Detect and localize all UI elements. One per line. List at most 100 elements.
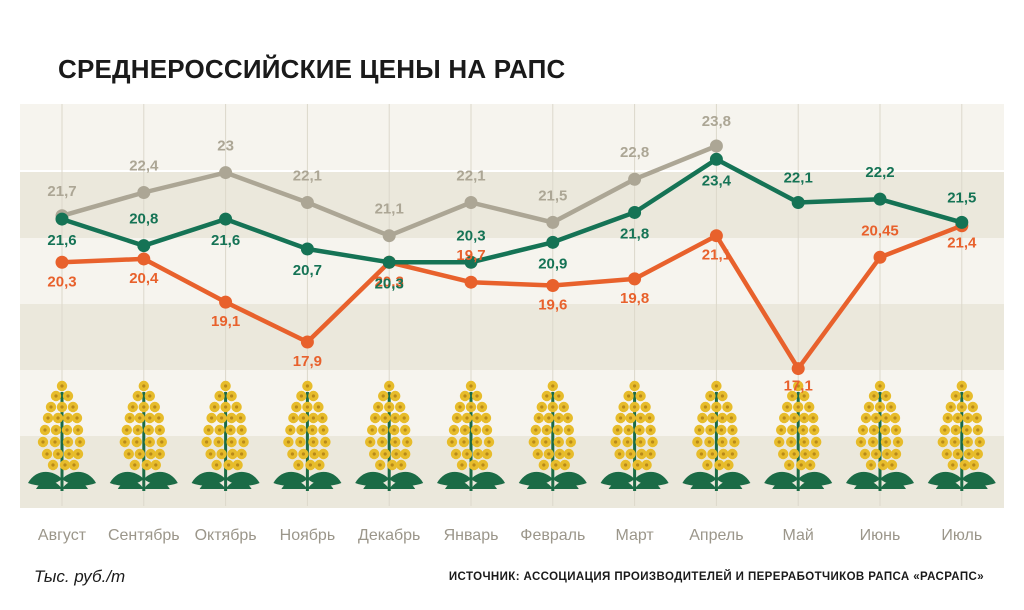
data-point-orange (546, 279, 560, 293)
x-tick-label: Октябрь (195, 527, 257, 544)
data-point-green (791, 195, 805, 209)
data-point-green (219, 212, 233, 226)
data-label-orange: 21,1 (702, 247, 731, 264)
data-point-gray (137, 186, 151, 200)
data-point-gray (628, 172, 642, 186)
data-point-orange (709, 229, 723, 243)
data-label-orange: 19,7 (456, 247, 485, 264)
data-point-orange (628, 272, 642, 286)
x-tick-label: Сентябрь (108, 527, 180, 544)
rapeseed-plant-icon (437, 380, 505, 491)
data-label-orange: 20,45 (861, 222, 899, 239)
x-tick-label: Август (38, 527, 87, 544)
series-line-orange (59, 223, 965, 371)
rapeseed-plant-icon (191, 380, 260, 491)
background-band (20, 304, 1004, 370)
background-band (20, 436, 1004, 506)
data-label-gray: 22,4 (129, 158, 159, 175)
x-tick-label: Май (783, 527, 814, 544)
data-label-gray: 21,1 (375, 201, 404, 218)
data-point-orange (219, 295, 233, 309)
rapeseed-plant-icon (355, 380, 424, 491)
x-tick-label: Январь (444, 527, 499, 544)
data-label-orange: 20,4 (129, 270, 159, 287)
x-tick-label: Февраль (520, 527, 585, 544)
data-point-orange (137, 252, 151, 266)
data-point-orange (873, 250, 887, 264)
data-label-orange: 20,3 (375, 273, 404, 290)
source-note: ИСТОЧНИК: АССОЦИАЦИЯ ПРОИЗВОДИТЕЛЕЙ И ПЕ… (448, 571, 984, 583)
data-point-green (55, 212, 69, 226)
data-label-gray: 21,7 (47, 183, 76, 200)
rapeseed-plant-icon (109, 380, 178, 491)
data-label-green: 20,3 (456, 227, 485, 244)
data-point-green (546, 235, 560, 249)
data-point-green (300, 242, 314, 256)
data-label-green: 22,1 (784, 169, 813, 186)
chart-title: СРЕДНЕРОССИЙСКИЕ ЦЕНЫ НА РАПС (58, 54, 566, 84)
background-band (20, 104, 1004, 170)
data-label-gray: 22,8 (620, 144, 649, 161)
data-label-gray: 22,1 (456, 167, 485, 184)
data-point-gray (382, 229, 396, 243)
data-point-green (628, 205, 642, 219)
data-label-green: 20,9 (538, 255, 567, 272)
data-label-orange: 17,1 (784, 378, 813, 395)
data-label-green: 21,6 (211, 232, 240, 249)
data-point-green (382, 255, 396, 269)
data-label-orange: 19,6 (538, 297, 567, 314)
axis-line (20, 506, 1004, 508)
rapeseed-plant-icon (28, 380, 96, 491)
rapeseed-plant-icon (846, 380, 914, 491)
series-line-green (59, 157, 965, 265)
data-point-gray (300, 195, 314, 209)
data-point-gray (464, 195, 478, 209)
data-label-gray: 22,1 (293, 167, 322, 184)
data-point-orange (300, 335, 314, 349)
rapeseed-plant-icon (764, 380, 833, 491)
x-tick-label: Март (615, 527, 654, 544)
data-point-orange (464, 275, 478, 289)
data-label-green: 23,4 (702, 172, 732, 189)
data-label-orange: 21,4 (947, 235, 977, 252)
data-label-orange: 19,8 (620, 290, 649, 307)
data-point-green (137, 239, 151, 253)
data-label-green: 21,5 (947, 189, 976, 206)
data-label-green: 20,7 (293, 262, 322, 279)
background-band (20, 238, 1004, 304)
data-label-green: 22,2 (865, 164, 894, 181)
data-label-orange: 17,9 (293, 353, 322, 370)
background-band (20, 172, 1004, 238)
rapeseed-plant-icon (600, 380, 669, 491)
data-point-green (709, 152, 723, 166)
data-label-green: 21,6 (47, 232, 76, 249)
data-point-gray (219, 166, 233, 180)
background-band (20, 370, 1004, 436)
data-point-orange (55, 255, 69, 269)
data-point-green (873, 192, 887, 206)
x-tick-label: Июнь (860, 527, 901, 544)
data-label-gray: 23,8 (702, 113, 731, 130)
data-point-orange (791, 362, 805, 376)
data-label-green: 20,3 (375, 275, 404, 292)
x-tick-label: Декабрь (358, 527, 420, 544)
rapeseed-plant-icon (518, 380, 587, 491)
x-tick-label: Апрель (689, 527, 743, 544)
unit-label: Тыс. руб./т (34, 567, 126, 586)
data-point-gray (546, 215, 560, 229)
rapeseed-plant-icon (273, 380, 342, 491)
data-label-gray: 21,5 (538, 187, 567, 204)
rapeseed-plant-icon (927, 380, 996, 491)
data-point-gray (709, 139, 723, 153)
x-tick-label: Ноябрь (280, 527, 336, 544)
data-label-green: 21,8 (620, 225, 649, 242)
x-tick-label: Июль (941, 527, 982, 544)
data-point-green (464, 255, 478, 269)
data-label-green: 20,8 (129, 211, 158, 228)
data-label-orange: 19,1 (211, 313, 240, 330)
data-label-orange: 20,3 (47, 273, 76, 290)
rapeseed-plant-icon (682, 380, 751, 491)
data-label-gray: 23 (217, 138, 234, 155)
data-point-green (955, 215, 969, 229)
